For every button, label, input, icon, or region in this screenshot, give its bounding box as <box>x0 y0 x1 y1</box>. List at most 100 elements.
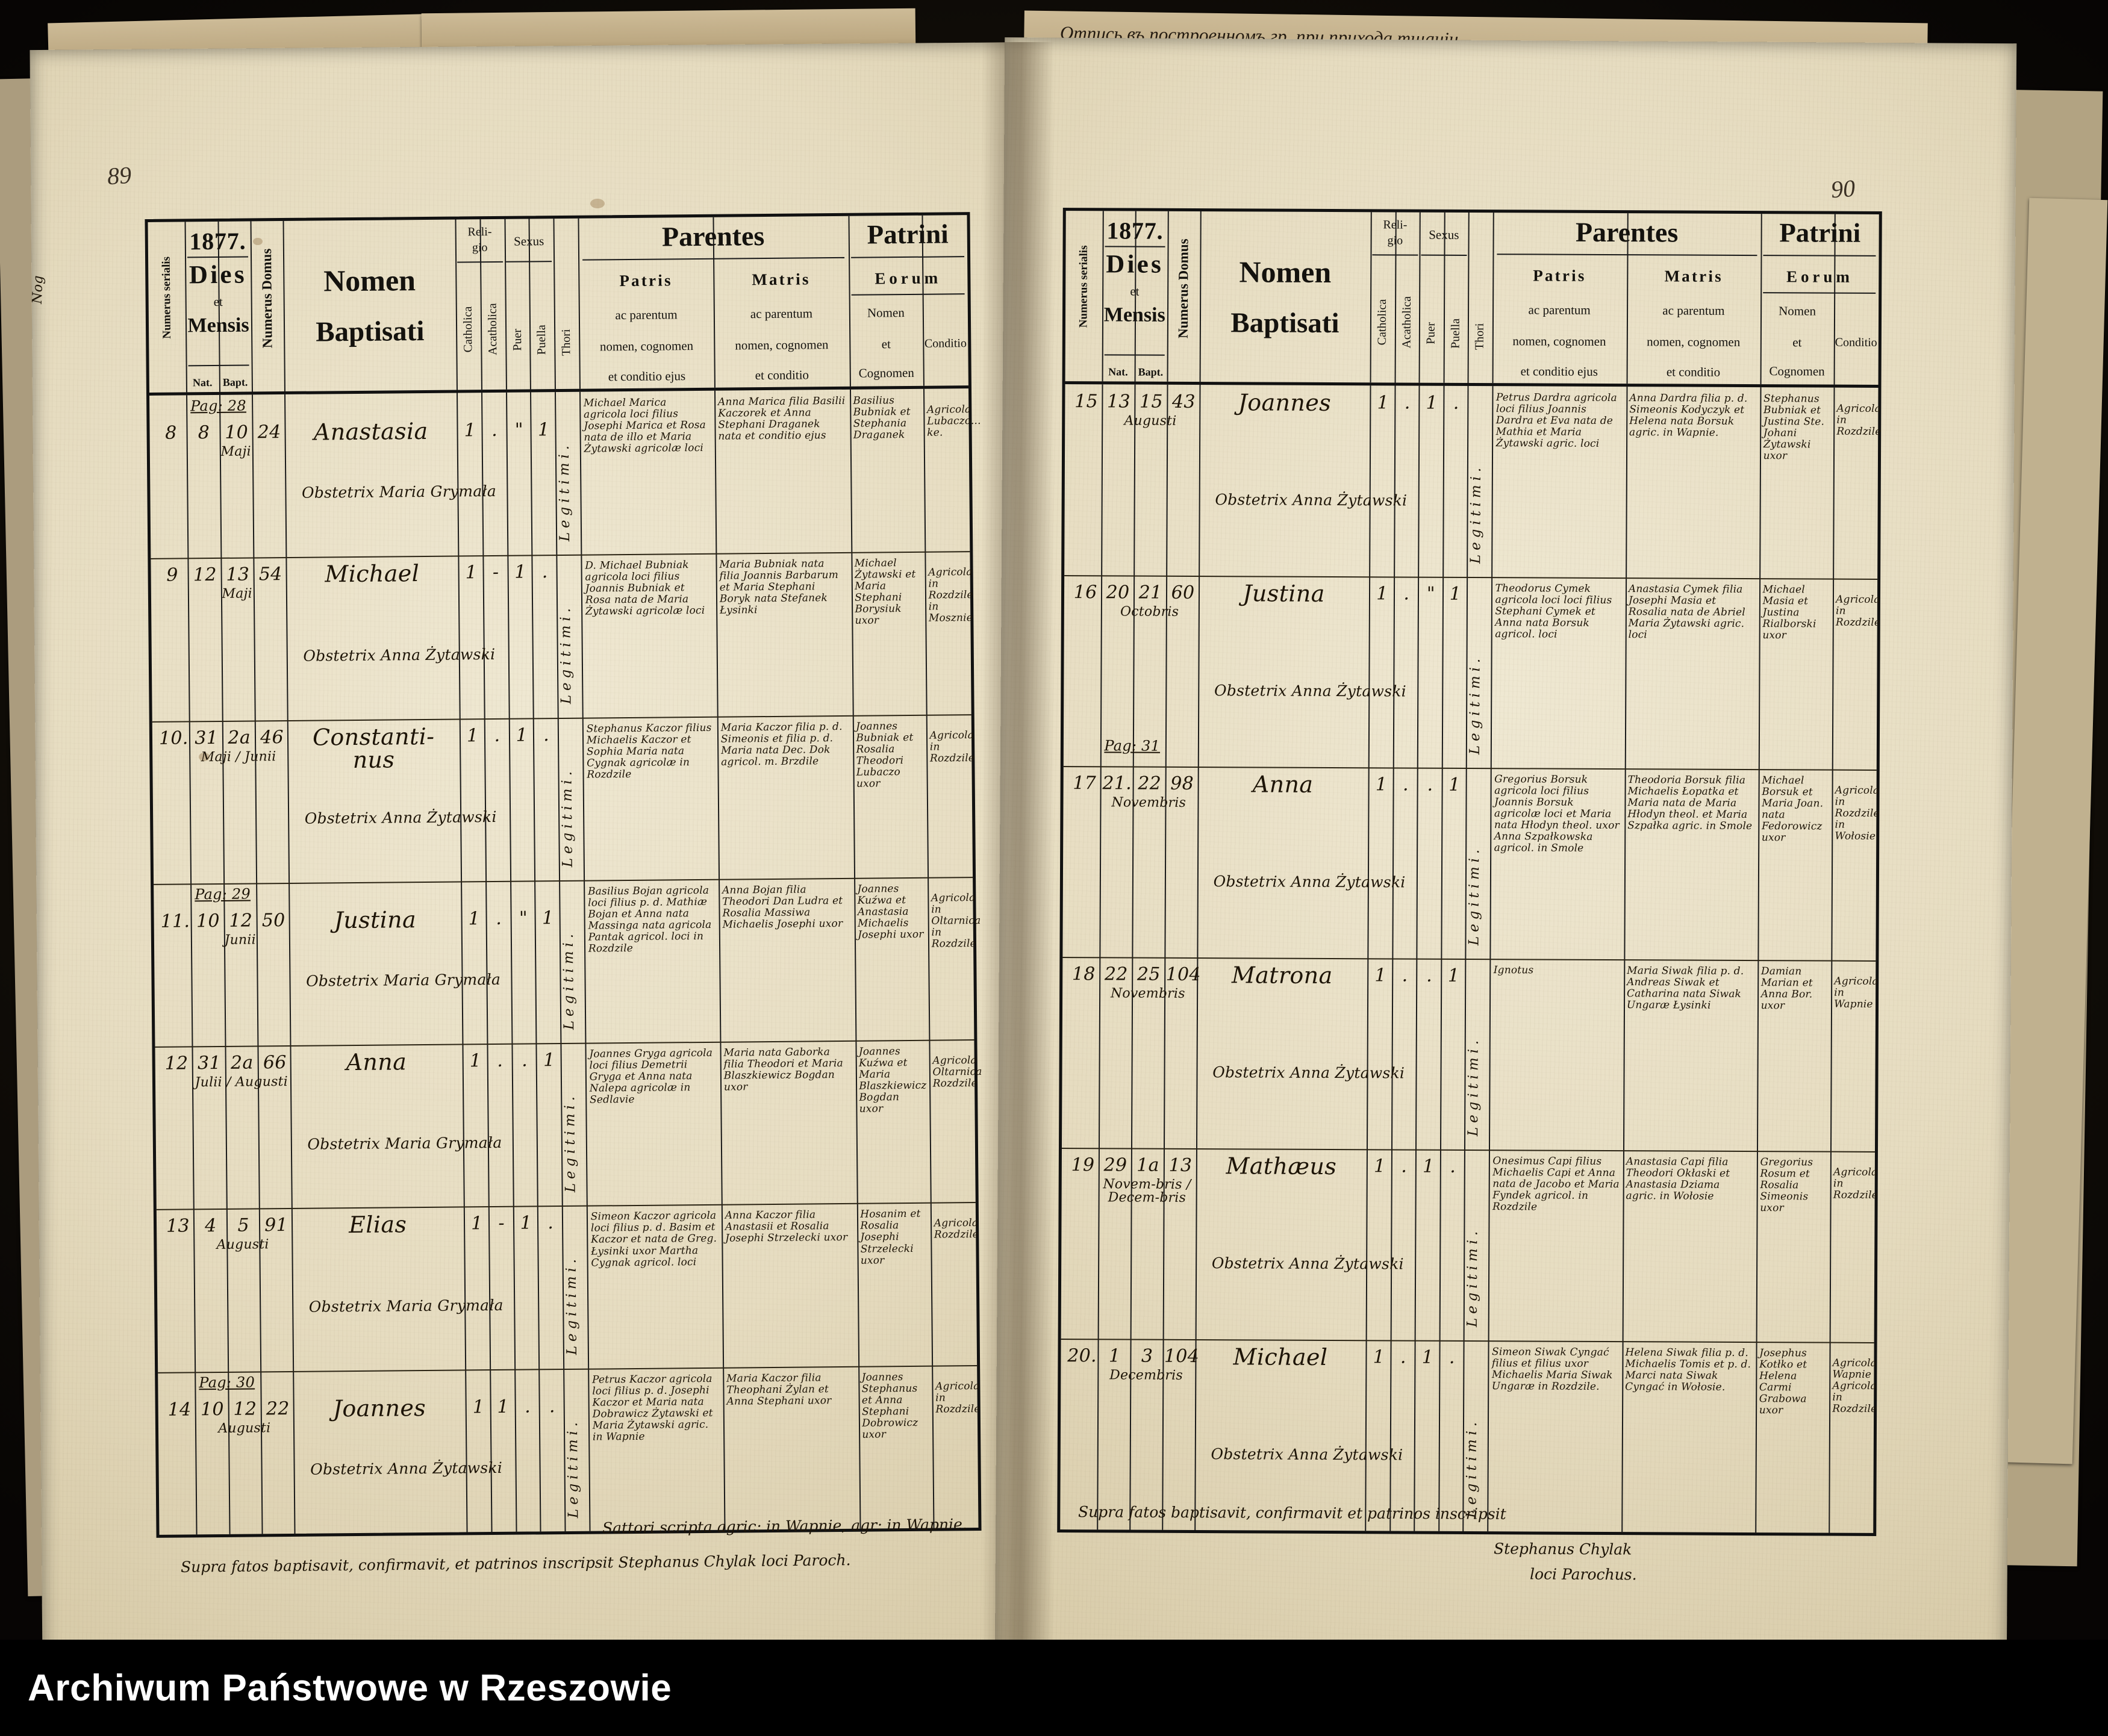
entry-father: Theodorus Cymek agricola loci loci filiu… <box>1495 582 1612 641</box>
entry-father: Stephanus Kaczor filius Michaelis Kaczor… <box>586 721 712 781</box>
header-nat: Nat. <box>192 376 213 388</box>
entry-godparents-conditio: Agricola in Rozdzile <box>1836 402 1882 438</box>
header-rule <box>851 293 965 296</box>
entry-religio-catholica: 1 <box>1373 1156 1386 1177</box>
header-matris-ac-parentum: ac parentum <box>1662 303 1725 318</box>
header-puella: Puella <box>535 325 549 355</box>
entry-date-natus: 20 <box>1106 582 1130 603</box>
header-patris: Patris <box>619 271 673 290</box>
entry-thori-legitimi: Legitimi. <box>559 767 576 867</box>
entry-sexus-puer: 1 <box>1422 1156 1435 1177</box>
entry-house-number: 13 <box>1168 1154 1193 1176</box>
body-column-rule <box>923 388 935 1528</box>
entry-page-note: Pag: 30 <box>199 1374 255 1392</box>
entry-midwife: Obstetrix Anna Żytawski <box>1212 1063 1405 1082</box>
header-eorum: Eorum <box>875 269 942 288</box>
entry-sexus-puella: . <box>543 724 550 745</box>
entry-month: Augusti <box>216 1237 269 1253</box>
table-header-left: Numerus serialis 1877. Dies et Mensis Nat. Bap… <box>148 215 968 396</box>
entry-midwife: Obstetrix Anna Żytawski <box>1214 681 1407 700</box>
header-nomen: Nomen <box>323 263 416 298</box>
entry-father: Petrus Kaczor agricola loci filius p. d.… <box>592 1372 713 1443</box>
entry-sexus-puella: . <box>541 561 548 583</box>
entry-sexus-puer: 1 <box>1421 1346 1434 1368</box>
row-separator <box>1064 575 1878 580</box>
header-thori: Thori <box>1473 323 1486 350</box>
header-puella: Puella <box>1448 318 1462 349</box>
header-baptisati: Baptisati <box>315 316 425 348</box>
entry-religio-catholica: 1 <box>1377 392 1389 414</box>
entry-religio-catholica: 1 <box>1375 774 1388 795</box>
entry-godparents-conditio: Agricola Wapnie Agricola in Rozdzile <box>1832 1357 1877 1416</box>
header-numerus-domus: Numerus Domus <box>1175 238 1191 338</box>
entry-godparents: Joannes Stephanus et Anna Stephani Dobro… <box>861 1370 918 1441</box>
entry-baptised-name: Anna <box>346 1048 407 1076</box>
entry-baptised-name: Anna <box>1252 771 1314 798</box>
signature-right-name: Stephanus Chylak <box>1493 1540 1632 1558</box>
entry-house-number: 104 <box>1164 1345 1200 1367</box>
entry-month: Augusti <box>1124 413 1177 429</box>
table-body-right: 15 13 15 43 Augusti Joannes 1. 1. Legitimi. Petru… <box>1060 384 1882 1533</box>
entry-sexus-puer: . <box>524 1396 531 1417</box>
entry-godparents-conditio: Agricola in Oltarnica in Rozdzile <box>931 891 981 950</box>
entry-godparents-conditio: Agricola Rozdzile <box>934 1217 979 1242</box>
entry-date-baptisatus: 22 <box>1138 773 1162 794</box>
table-header-right: Numerus serialis 1877. Dies et Mensis Nat. Bap… <box>1065 211 1879 388</box>
entry-father: Basilius Bojan agricola loci filius p. d… <box>587 884 712 955</box>
entry-religio-catholica: 1 <box>1376 583 1388 605</box>
entry-mother: Anna Bojan filia Theodori Dan Ludra et R… <box>722 883 843 931</box>
entry-date-natus: 13 <box>1107 391 1130 412</box>
entry-month: Maji <box>220 444 251 459</box>
header-eorum: Eorum <box>1786 267 1853 286</box>
header-numerus-serialis: Numerus serialis <box>1077 245 1090 328</box>
entry-house-number: 91 <box>264 1215 288 1236</box>
entry-thori-legitimi: Legitimi. <box>1466 845 1483 946</box>
entry-sexus-puer: . <box>1426 965 1433 986</box>
header-patris-conditio: et conditio ejus <box>608 369 686 384</box>
entry-thori-legitimi: Legitimi. <box>1467 654 1483 755</box>
header-patrini-cognomen: Cognomen <box>858 365 914 381</box>
entry-midwife: Obstetrix Maria Grymała <box>301 482 497 502</box>
archive-watermark-text: Archiwum Państwowe w Rzeszowie <box>28 1667 672 1709</box>
entry-baptised-name: Michael <box>1233 1343 1328 1370</box>
entry-month: Decembris <box>1109 1367 1183 1383</box>
header-catholica: Catholica <box>461 306 475 353</box>
header-rule <box>850 256 964 258</box>
entry-sexus-puer: 1 <box>516 724 528 746</box>
entry-religio-catholica: 1 <box>1374 965 1386 986</box>
entry-godparents: Josephus Kotłko et Helena Carmi Grabowa … <box>1759 1347 1807 1417</box>
entry-mother: Anastasia Capi filia Theodori Okłaski et… <box>1626 1156 1730 1202</box>
entry-date-baptisatus: 5 <box>237 1215 250 1237</box>
entry-godparents-conditio: Agricola in Wapnie <box>1834 975 1879 1010</box>
header-religio-1: Reli- <box>1383 217 1408 232</box>
entry-date-natus: 31 <box>195 727 219 748</box>
entry-sexus-puer: " <box>514 419 524 441</box>
header-rule <box>1763 255 1876 257</box>
entry-religio-acatholica: . <box>496 907 502 929</box>
header-rule <box>1372 254 1418 256</box>
entry-godparents-conditio: Agricola in Rozdzile <box>1833 1166 1878 1202</box>
entry-religio-acatholica: . <box>497 1050 504 1072</box>
header-rule <box>188 364 249 367</box>
header-patrini: Patrini <box>867 219 949 250</box>
header-year: 1877. <box>1106 217 1164 244</box>
entry-date-natus: 29 <box>1103 1154 1127 1176</box>
entry-page-note: Pag: 31 <box>1104 737 1161 754</box>
entry-sexus-puer: " <box>519 907 528 929</box>
entry-mother: Maria nata Gaborka filia Theodori et Mar… <box>723 1046 843 1094</box>
header-patris-ac-parentum: ac parentum <box>615 307 678 323</box>
entry-sexus-puella: . <box>1448 1346 1455 1368</box>
entry-date-baptisatus: 2a <box>228 727 251 748</box>
header-matris-nomen-cognomen: nomen, cognomen <box>1647 334 1741 349</box>
entry-month: Maji <box>222 586 252 602</box>
entry-godparents-conditio: Agricola Oltarnica Rozdzile <box>932 1054 982 1090</box>
entry-date-baptisatus: 1a <box>1137 1154 1159 1176</box>
header-rule <box>1421 254 1467 256</box>
header-rule <box>1104 354 1165 356</box>
entry-page-note: Pag: 28 <box>190 397 246 415</box>
entry-serial-number: 10. <box>158 727 189 749</box>
entry-religio-acatholica: 1 <box>497 1396 510 1417</box>
header-parentes: Parentes <box>1575 216 1679 248</box>
entry-father: Simeon Siwak Cyngać filius et filius uxo… <box>1491 1346 1613 1393</box>
entry-godparents: Joannes Kuźwa et Maria Blaszkiewicz Bogd… <box>858 1045 927 1116</box>
